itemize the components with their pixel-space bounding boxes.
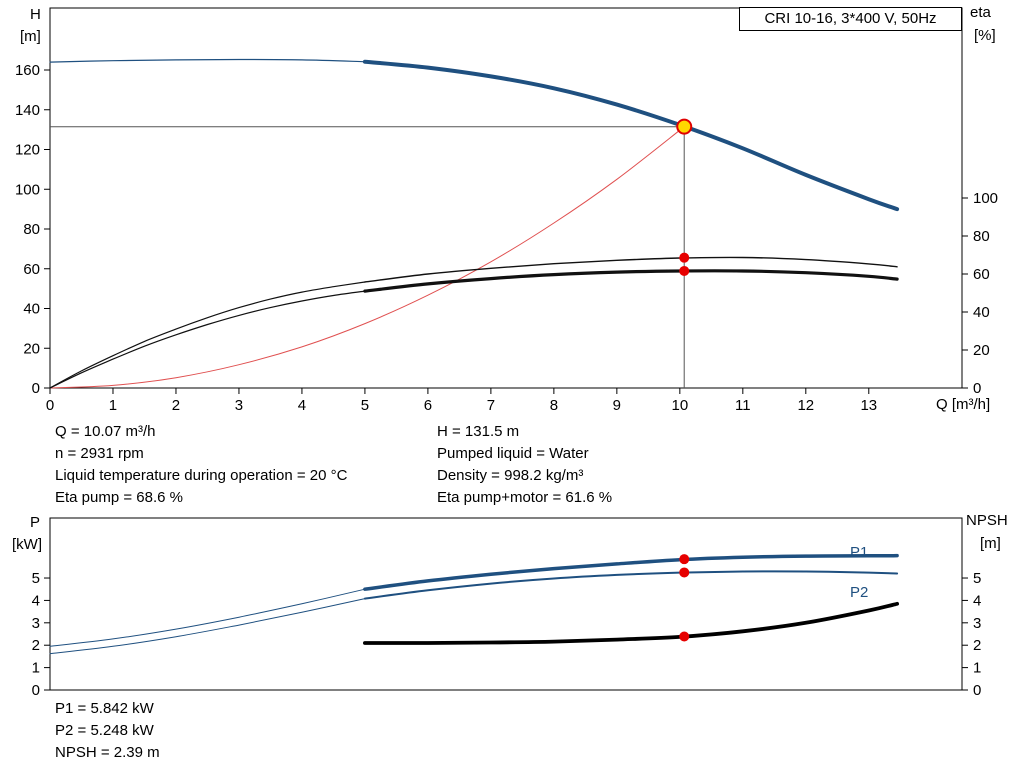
head-value: H = 131.5 m [437, 423, 520, 440]
x-tick-label: 0 [46, 397, 54, 414]
p2-curve [363, 570, 899, 600]
eta-pump-value: Eta pump = 68.6 % [55, 489, 183, 506]
y-left-tick-label: 3 [32, 615, 40, 632]
y-left-tick-label: 40 [23, 301, 40, 318]
y-right-tick-label: 2 [973, 637, 981, 654]
head-curve [362, 59, 900, 212]
y-right-tick-label: 3 [973, 615, 981, 632]
y-right-tick-label: 5 [973, 570, 981, 587]
operating-data-bottom-column: P1 = 5.842 kW P2 = 5.248 kW NPSH = 2.39 … [55, 700, 160, 766]
eta-axis-label: eta [970, 4, 991, 21]
y-left-tick-label: 2 [32, 637, 40, 654]
y-left-tick-label: 60 [23, 261, 40, 278]
y-right-tick-label: 60 [973, 266, 990, 283]
y-left-tick-label: 140 [15, 102, 40, 119]
y-right-tick-label: 40 [973, 304, 990, 321]
y-right-tick-label: 100 [973, 190, 998, 207]
x-tick-label: 10 [671, 397, 688, 414]
p2-curve-thin [49, 598, 366, 655]
y-right-tick-label: 20 [973, 342, 990, 359]
x-tick-label: 4 [298, 397, 306, 414]
y-right-tick-label: 80 [973, 228, 990, 245]
y-right-tick-label: 0 [973, 380, 981, 397]
y-left-tick-label: 0 [32, 380, 40, 397]
density-value: Density = 998.2 kg/m³ [437, 467, 584, 484]
p1-point [679, 554, 690, 565]
y-left-tick-label: 160 [15, 62, 40, 79]
y-left-tick-label: 20 [23, 340, 40, 357]
power-axis-label: P [30, 514, 41, 531]
x-tick-label: 8 [550, 397, 558, 414]
y-right-tick-label: 1 [973, 660, 981, 677]
power-axis-unit: [kW] [12, 536, 42, 553]
x-tick-label: 2 [172, 397, 180, 414]
npsh-value: NPSH = 2.39 m [55, 744, 160, 761]
npsh-axis-label: NPSH [966, 512, 1008, 529]
eta-pump-motor-point [679, 265, 690, 276]
pump-model-box: CRI 10-16, 3*400 V, 50Hz [739, 7, 962, 31]
speed-value: n = 2931 rpm [55, 445, 144, 462]
y-left-tick-label: 80 [23, 221, 40, 238]
p2-point [679, 567, 690, 578]
x-tick-label: 6 [424, 397, 432, 414]
x-tick-label: 9 [613, 397, 621, 414]
head-axis-label: H [30, 6, 41, 23]
operating-data-right-column: H = 131.5 m Pumped liquid = Water Densit… [437, 423, 612, 511]
head-axis-unit: [m] [20, 28, 41, 45]
eta-pump-curve-thin [49, 281, 366, 389]
npsh-curve [363, 601, 899, 645]
p2-value: P2 = 5.248 kW [55, 722, 154, 739]
y-right-tick-label: 4 [973, 592, 981, 609]
head-curve-thin [49, 58, 366, 63]
x-tick-label: 13 [860, 397, 877, 414]
flow-axis-label: Q [m³/h] [936, 396, 991, 413]
y-right-tick-label: 0 [973, 682, 981, 699]
eta-pump-curve [364, 256, 898, 283]
x-tick-label: 12 [797, 397, 814, 414]
power-npsh-chart-frame [49, 517, 963, 691]
x-tick-label: 7 [487, 397, 495, 414]
p1-curve-thin [49, 588, 366, 647]
p1-curve [363, 553, 899, 591]
y-left-tick-label: 100 [15, 181, 40, 198]
flow-value: Q = 10.07 m³/h [55, 423, 156, 440]
x-tick-label: 5 [361, 397, 369, 414]
y-left-tick-label: 0 [32, 682, 40, 699]
operating-data-left-column: Q = 10.07 m³/h n = 2931 rpm Liquid tempe… [55, 423, 347, 511]
x-tick-label: 1 [109, 397, 117, 414]
eta-axis-unit: [%] [974, 27, 996, 44]
eta-pump-motor-curve [363, 269, 899, 293]
pumped-liquid-value: Pumped liquid = Water [437, 445, 589, 462]
npsh-axis-unit: [m] [980, 535, 1001, 552]
p1-value: P1 = 5.842 kW [55, 700, 154, 717]
p1-curve-label: P1 [850, 544, 869, 561]
x-tick-label: 11 [735, 397, 751, 414]
y-left-tick-label: 5 [32, 570, 40, 587]
duty-point[interactable] [676, 118, 693, 135]
eta-pump-point [679, 252, 690, 263]
npsh-point [679, 631, 690, 642]
eta-pump-motor-curve-thin [49, 290, 366, 389]
system-curve [49, 124, 687, 389]
eta-pump-motor-value: Eta pump+motor = 61.6 % [437, 489, 613, 506]
x-tick-label: 3 [235, 397, 243, 414]
y-left-tick-label: 1 [32, 660, 40, 677]
liquid-temp-value: Liquid temperature during operation = 20… [55, 467, 348, 484]
p2-curve-label: P2 [850, 584, 869, 601]
y-left-tick-label: 4 [32, 592, 40, 609]
y-left-tick-label: 120 [15, 142, 40, 159]
